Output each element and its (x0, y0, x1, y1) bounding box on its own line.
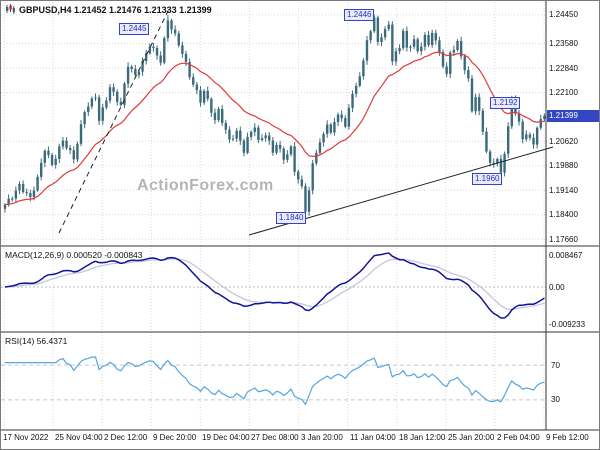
watermark: ActionForex.com (137, 177, 274, 194)
current-price-tag: 1.21399 (547, 110, 599, 122)
rsi-indicator-label: RSI(14) 56.4371 (5, 336, 68, 346)
symbol-ohlc-header: GBPUSD,H4 1.21452 1.21476 1.21333 1.2139… (5, 4, 212, 16)
macd-indicator-label: MACD(12,26,9) 0.000520 -0.000843 (5, 250, 143, 260)
symbol-ohlc-text: GBPUSD,H4 1.21452 1.21476 1.21333 1.2139… (19, 5, 212, 15)
chart-icon (5, 4, 16, 16)
